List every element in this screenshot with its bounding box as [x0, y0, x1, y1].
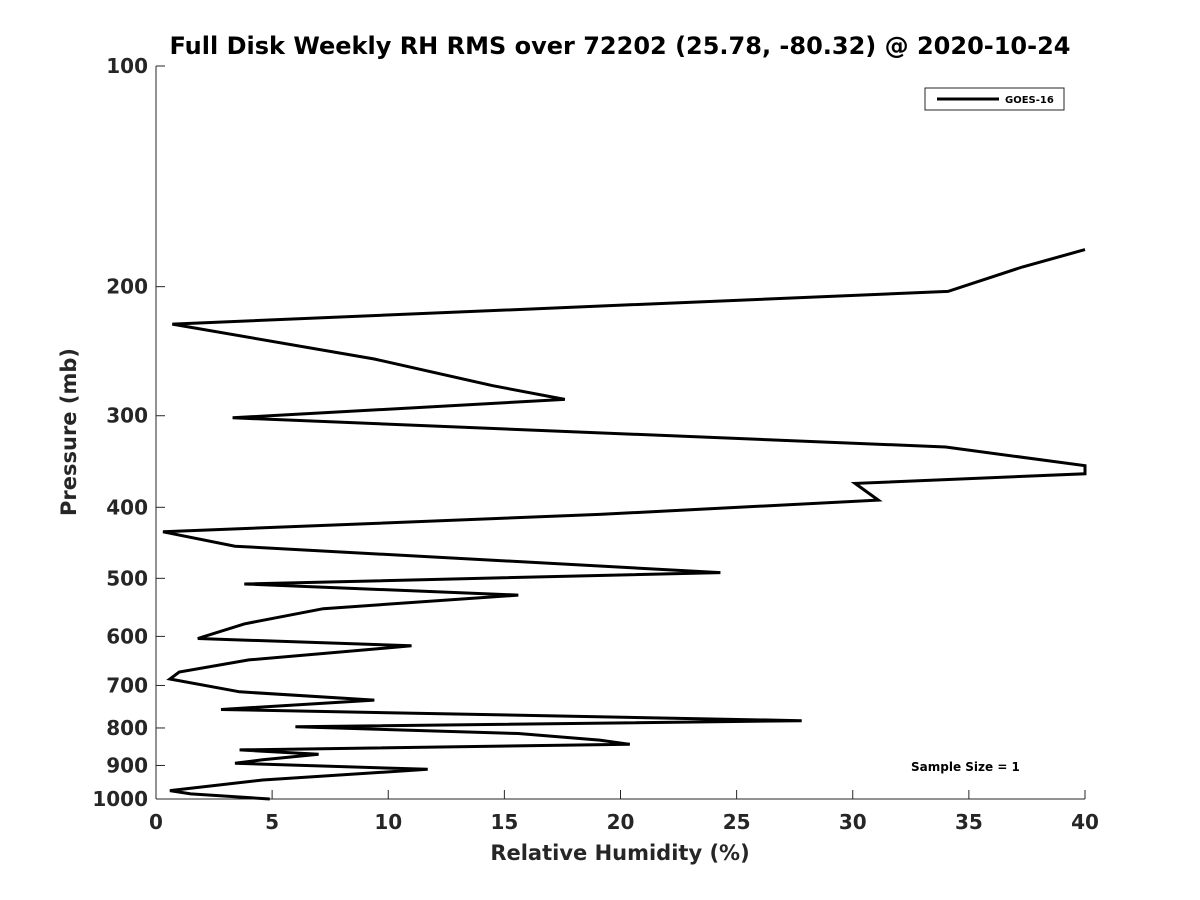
- y-tick-label: 300: [106, 404, 148, 428]
- y-tick-label: 100: [106, 54, 148, 78]
- x-tick-label: 10: [374, 810, 402, 834]
- x-axis-label: Relative Humidity (%): [490, 841, 749, 865]
- series-line-goes-16: [162, 248, 1087, 801]
- y-axis: 100 200 300 400 500 600 700 800 900 1000: [92, 54, 165, 811]
- y-tick-label: 1000: [92, 787, 148, 811]
- sample-size-annotation: Sample Size = 1: [911, 760, 1020, 774]
- x-tick-label: 30: [839, 810, 867, 834]
- x-tick-label: 25: [723, 810, 751, 834]
- x-tick-label: 35: [955, 810, 983, 834]
- y-tick-label: 200: [106, 275, 148, 299]
- x-tick-label: 20: [607, 810, 635, 834]
- x-tick-label: 5: [265, 810, 279, 834]
- chart-title: Full Disk Weekly RH RMS over 72202 (25.7…: [169, 32, 1070, 60]
- legend-entry: GOES-16: [1005, 95, 1054, 106]
- legend: GOES-16: [924, 87, 1065, 111]
- y-tick-label: 800: [106, 716, 148, 740]
- x-tick-label: 40: [1071, 810, 1099, 834]
- x-tick-label: 15: [490, 810, 518, 834]
- y-tick-label: 500: [106, 566, 148, 590]
- y-tick-label: 900: [106, 753, 148, 777]
- x-tick-label: 0: [149, 810, 163, 834]
- x-axis: 0 5 10 15 20 25 30 35 40: [149, 790, 1099, 834]
- y-tick-label: 600: [106, 624, 148, 648]
- y-tick-label: 400: [106, 495, 148, 519]
- y-tick-label: 700: [106, 673, 148, 697]
- y-axis-label: Pressure (mb): [57, 348, 81, 516]
